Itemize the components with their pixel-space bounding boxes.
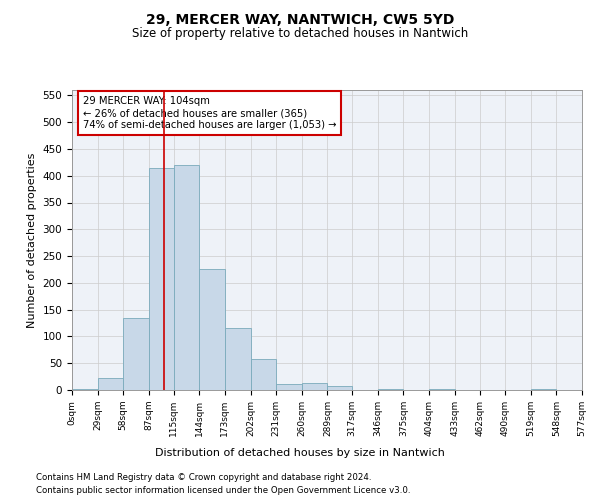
Bar: [276, 384, 302, 390]
Bar: [302, 382, 328, 390]
Bar: [98, 378, 123, 390]
Bar: [328, 386, 352, 390]
Bar: [429, 389, 455, 390]
Bar: [251, 359, 276, 390]
Text: 29, MERCER WAY, NANTWICH, CW5 5YD: 29, MERCER WAY, NANTWICH, CW5 5YD: [146, 12, 454, 26]
Bar: [225, 328, 251, 390]
Bar: [72, 389, 98, 390]
Text: Size of property relative to detached houses in Nantwich: Size of property relative to detached ho…: [132, 28, 468, 40]
Text: 29 MERCER WAY: 104sqm
← 26% of detached houses are smaller (365)
74% of semi-det: 29 MERCER WAY: 104sqm ← 26% of detached …: [83, 96, 336, 130]
Bar: [123, 318, 149, 390]
Y-axis label: Number of detached properties: Number of detached properties: [27, 152, 37, 328]
Text: Contains public sector information licensed under the Open Government Licence v3: Contains public sector information licen…: [36, 486, 410, 495]
Bar: [173, 165, 199, 390]
Bar: [199, 270, 225, 390]
Text: Contains HM Land Registry data © Crown copyright and database right 2024.: Contains HM Land Registry data © Crown c…: [36, 472, 371, 482]
Text: Distribution of detached houses by size in Nantwich: Distribution of detached houses by size …: [155, 448, 445, 458]
Bar: [149, 168, 173, 390]
